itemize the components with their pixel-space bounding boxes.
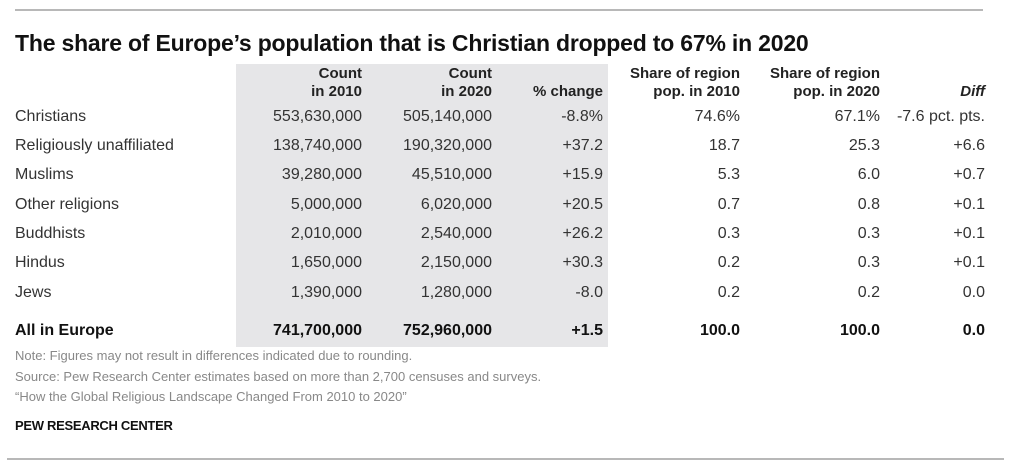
footnote: Note: Figures may not result in differen…: [15, 348, 413, 363]
row-label: All in Europe: [15, 322, 114, 339]
bottom-rule: [7, 458, 1004, 460]
cell-count-2010: 138,740,000: [273, 137, 362, 154]
cell-share-2020: 0.2: [857, 284, 880, 301]
header-diff-label: Diff: [960, 83, 985, 100]
cell-pct-change: +20.5: [562, 196, 603, 213]
source-note: Source: Pew Research Center estimates ba…: [15, 369, 542, 384]
header-pct-change: % change: [533, 65, 603, 101]
header-share-2010: Share of region pop. in 2010: [630, 65, 740, 101]
header-count-2010: Count in 2010: [311, 65, 362, 101]
cell-pct-change: -8.0: [575, 284, 603, 301]
cell-share-2010: 0.2: [717, 284, 740, 301]
cell-diff: +0.7: [953, 166, 985, 183]
top-rule: [15, 9, 983, 11]
header-share-2010-line1: Share of region: [629, 65, 740, 82]
cell-count-2010: 741,700,000: [273, 322, 362, 339]
row-label: Jews: [15, 284, 52, 301]
cell-count-2010: 1,650,000: [290, 254, 362, 271]
header-share-2020: Share of region pop. in 2020: [770, 65, 880, 101]
cell-share-2010: 0.7: [717, 196, 740, 213]
header-count-2020-line2: in 2020: [441, 83, 492, 100]
cell-share-2020: 67.1%: [834, 108, 880, 125]
report-title: “How the Global Religious Landscape Chan…: [15, 389, 407, 404]
cell-pct-change: +37.2: [562, 137, 603, 154]
cell-diff: -7.6 pct. pts.: [896, 108, 985, 125]
cell-share-2020: 0.3: [857, 225, 880, 242]
cell-count-2010: 5,000,000: [290, 196, 362, 213]
cell-share-2020: 100.0: [839, 322, 880, 339]
table-row: Other religions 5,000,000 6,020,000 +20.5 0.…: [0, 196, 1024, 220]
cell-share-2020: 25.3: [848, 137, 880, 154]
cell-diff: +0.1: [953, 225, 985, 242]
pew-brand: PEW RESEARCH CENTER: [15, 418, 173, 433]
table-total-row: All in Europe 741,700,000 752,960,000 +1.5 1…: [0, 322, 1024, 346]
table-row: Jews 1,390,000 1,280,000 -8.0 0.2 0.2 0.0: [0, 284, 1024, 308]
cell-share-2020: 6.0: [857, 166, 880, 183]
cell-pct-change: +26.2: [562, 225, 603, 242]
header-count-2010-line1: Count: [318, 65, 362, 82]
cell-share-2010: 100.0: [699, 322, 740, 339]
header-diff: Diff: [960, 65, 985, 101]
header-count-2020: Count in 2020: [441, 65, 492, 101]
cell-count-2020: 2,540,000: [420, 225, 492, 242]
row-label: Other religions: [15, 196, 120, 213]
cell-count-2020: 45,510,000: [411, 166, 492, 183]
header-share-2010-line2: pop. in 2010: [653, 83, 740, 100]
cell-share-2020: 0.8: [857, 196, 880, 213]
chart-title: The share of Europe’s population that is…: [15, 30, 809, 56]
cell-pct-change: +30.3: [562, 254, 603, 271]
cell-share-2010: 0.3: [717, 225, 740, 242]
row-label: Religiously unaffiliated: [15, 137, 174, 154]
table-row: Buddhists 2,010,000 2,540,000 +26.2 0.3 0.3 +0…: [0, 225, 1024, 249]
header-count-2010-line2: in 2010: [311, 83, 362, 100]
cell-count-2010: 553,630,000: [273, 108, 362, 125]
table-row: Muslims 39,280,000 45,510,000 +15.9 5.3 6.0 +0…: [0, 166, 1024, 190]
cell-diff: 0.0: [962, 284, 985, 301]
header-share-2020-line1: Share of region: [769, 65, 880, 82]
row-label: Christians: [15, 108, 87, 125]
cell-share-2010: 5.3: [717, 166, 740, 183]
header-count-2020-line1: Count: [448, 65, 492, 82]
cell-count-2020: 190,320,000: [403, 137, 492, 154]
cell-count-2020: 505,140,000: [403, 108, 492, 125]
cell-pct-change: +15.9: [562, 166, 603, 183]
cell-count-2010: 39,280,000: [281, 166, 362, 183]
cell-share-2010: 74.6%: [694, 108, 740, 125]
header-pct-change-label: % change: [532, 83, 603, 100]
cell-count-2020: 2,150,000: [420, 254, 492, 271]
cell-count-2020: 1,280,000: [420, 284, 492, 301]
cell-share-2010: 0.2: [717, 254, 740, 271]
cell-share-2010: 18.7: [708, 137, 740, 154]
cell-diff: +0.1: [953, 196, 985, 213]
shaded-count-columns: [236, 64, 608, 347]
table-row: Hindus 1,650,000 2,150,000 +30.3 0.2 0.3 +0.1: [0, 254, 1024, 278]
row-label: Hindus: [15, 254, 65, 271]
cell-pct-change: -8.8%: [561, 108, 603, 125]
row-label: Muslims: [15, 166, 74, 183]
cell-diff: 0.0: [962, 322, 985, 339]
cell-count-2020: 6,020,000: [420, 196, 492, 213]
cell-diff: +0.1: [953, 254, 985, 271]
cell-pct-change: +1.5: [571, 322, 603, 339]
row-label: Buddhists: [15, 225, 86, 242]
cell-count-2010: 1,390,000: [290, 284, 362, 301]
table-row: Christians 553,630,000 505,140,000 -8.8% 74.…: [0, 108, 1024, 132]
header-share-2020-line2: pop. in 2020: [793, 83, 880, 100]
cell-count-2020: 752,960,000: [403, 322, 492, 339]
cell-count-2010: 2,010,000: [290, 225, 362, 242]
cell-share-2020: 0.3: [857, 254, 880, 271]
cell-diff: +6.6: [953, 137, 985, 154]
table-row: Religiously unaffiliated 138,740,000 190,3…: [0, 137, 1024, 161]
